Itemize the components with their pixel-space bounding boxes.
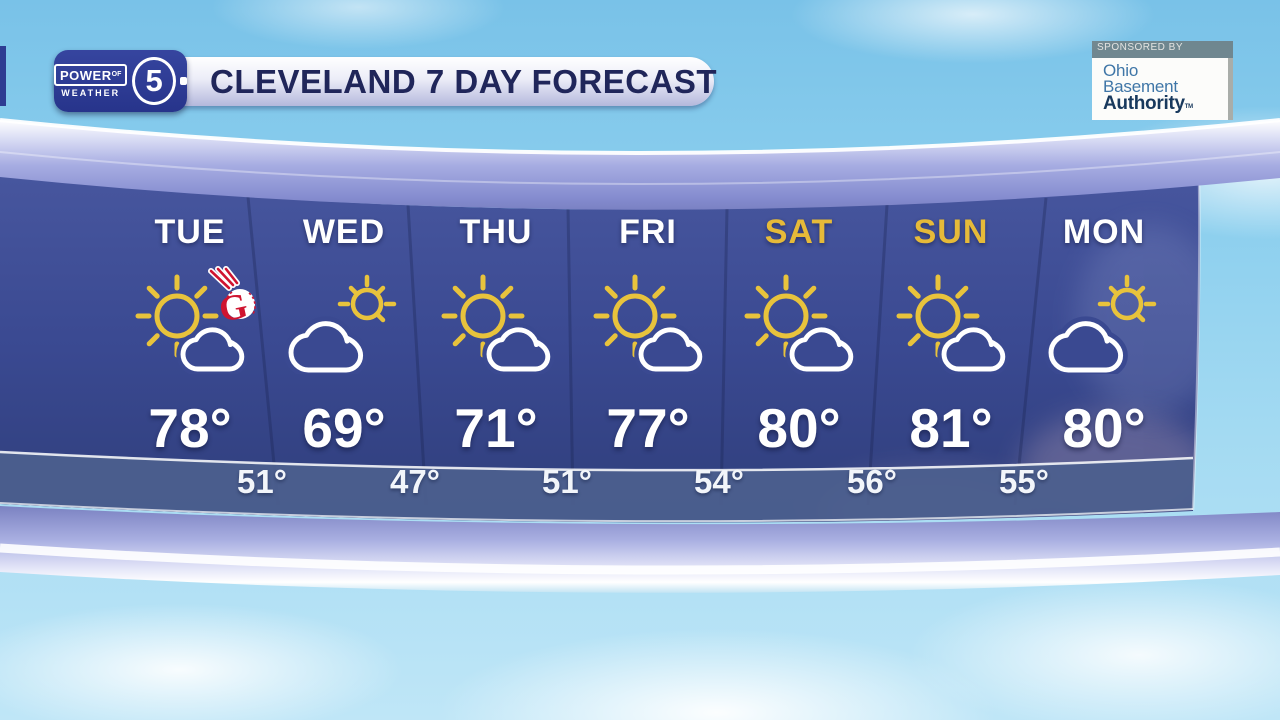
day-label: TUE: [154, 213, 226, 251]
forecast-column-sun: SUN 81°: [876, 204, 1026, 534]
sponsor-module: SPONSORED BY Ohio Basement AuthorityTM: [1092, 41, 1233, 120]
forecast-column-sat: SAT 80°: [724, 204, 874, 534]
channel-5-badge: 5: [132, 57, 176, 105]
logo-of-label: OF: [111, 71, 122, 78]
day-label: SUN: [913, 213, 989, 251]
trademark-symbol: TM: [1184, 104, 1193, 110]
logo-power-label: POWER: [60, 68, 112, 83]
partly-sunny-icon: [583, 274, 713, 374]
day-label: FRI: [619, 213, 677, 251]
high-temp: 80°: [1062, 397, 1146, 459]
logo-dot: [179, 77, 187, 85]
logo-weather-label: WEATHER: [61, 88, 121, 98]
high-temp: 80°: [757, 397, 841, 459]
forecast-column-tue: TUE G 78°: [115, 204, 265, 534]
power-of-5-weather-logo: POWEROF WEATHER 5: [54, 50, 187, 112]
high-temp: 81°: [909, 397, 993, 459]
partly-sunny-icon: [734, 274, 864, 374]
sponsor-name-line1: Ohio: [1103, 61, 1139, 80]
low-temp: 47°: [390, 463, 440, 500]
sponsor-logo: Ohio Basement AuthorityTM: [1092, 58, 1233, 120]
forecast-column-thu: THU 71°: [421, 204, 571, 534]
sponsored-by-label: SPONSORED BY: [1092, 41, 1233, 58]
forecast-column-mon: MON 80°: [1029, 204, 1179, 534]
partly-sunny-icon: [886, 274, 1016, 374]
high-temp: 69°: [302, 397, 386, 459]
mostly-cloudy-icon: [1039, 274, 1169, 374]
left-edge-strip: [0, 46, 6, 106]
high-temp: 78°: [148, 397, 232, 459]
low-temp: 54°: [694, 463, 744, 500]
high-temp: 77°: [606, 397, 690, 459]
mostly-cloudy-icon: [279, 274, 409, 374]
page-title: CLEVELAND 7 DAY FORECAST: [210, 63, 718, 100]
high-temp: 71°: [454, 397, 538, 459]
low-temp: 55°: [999, 463, 1049, 500]
forecast-column-fri: FRI 77°: [573, 204, 723, 534]
forecast-column-wed: WED 69°: [269, 204, 419, 534]
low-temp: 51°: [237, 463, 287, 500]
day-label: MON: [1062, 213, 1146, 251]
low-temp: 51°: [542, 463, 592, 500]
sponsor-name-line2: Basement: [1103, 77, 1178, 96]
day-label: WED: [302, 213, 386, 251]
day-label: THU: [459, 213, 533, 251]
partly-sunny-icon: [431, 274, 561, 374]
low-temp: 56°: [847, 463, 897, 500]
sponsor-name-line3: Authority: [1103, 93, 1185, 114]
guardians-baseball-logo: G: [208, 266, 256, 330]
day-label: SAT: [764, 213, 834, 251]
